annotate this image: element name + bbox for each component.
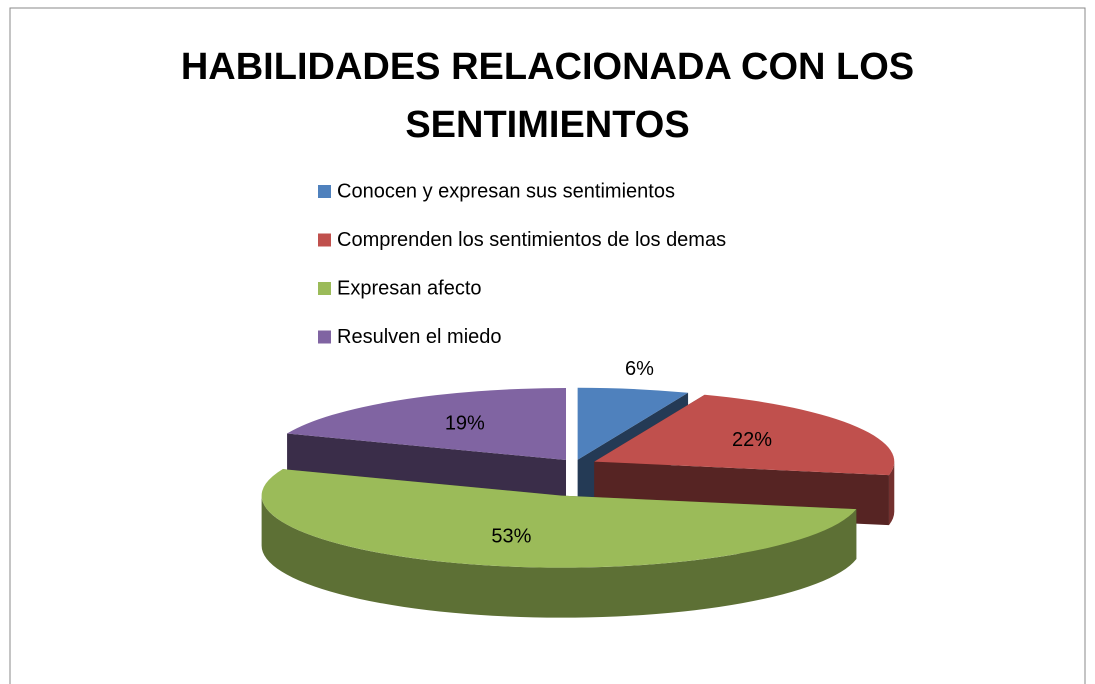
- slice-side: [261, 495, 857, 618]
- legend-swatch: [318, 282, 331, 295]
- slice: [577, 387, 689, 460]
- legend-label: Conocen y expresan sus sentimientos: [337, 180, 675, 202]
- data-label: 6%: [625, 358, 654, 380]
- slice-side: [888, 461, 895, 526]
- legend-label: Resulven el miedo: [337, 326, 502, 348]
- slice: [287, 388, 567, 461]
- legend-swatch: [318, 330, 331, 344]
- slice: [594, 394, 895, 476]
- chart-title: HABILIDADES RELACIONADA CON LOS SENTIMIE…: [180, 46, 915, 146]
- legend-label: Expresan afecto: [337, 277, 482, 299]
- data-label: 53%: [491, 525, 531, 547]
- legend-label: Comprenden los sentimientos de los demas: [337, 229, 726, 251]
- legend: Conocen y expresan sus sentimientos Compr…: [318, 180, 726, 348]
- data-labels: 6% 19% 22% 53%: [445, 358, 772, 547]
- legend-swatch: [318, 233, 331, 247]
- legend-swatch: [318, 185, 331, 198]
- pie: [261, 387, 895, 618]
- chart-frame: [9, 7, 1086, 684]
- data-label: 19%: [445, 413, 485, 435]
- data-label: 22%: [732, 429, 772, 451]
- slice: [261, 469, 857, 568]
